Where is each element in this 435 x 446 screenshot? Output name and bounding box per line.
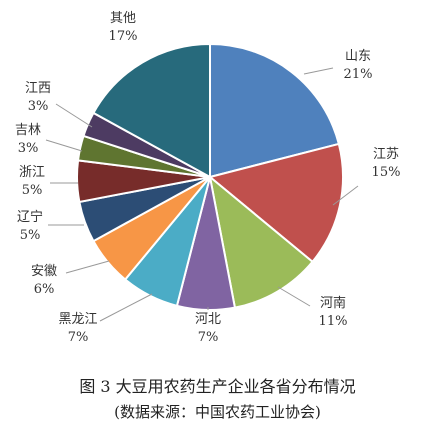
slice-label-2: 江苏 <box>373 146 399 162</box>
leader-line-9 <box>45 139 83 152</box>
slice-label-10: 江西 <box>25 81 51 96</box>
slice-percent-4: 7% <box>198 330 219 345</box>
slice-label-3: 河南 <box>320 295 346 311</box>
slice-label-4: 河北 <box>195 312 221 327</box>
slice-percent-5: 7% <box>68 330 89 345</box>
slice-label-5: 黑龙江 <box>58 312 97 327</box>
pie-slice-11 <box>92 42 211 179</box>
leader-line-10 <box>55 103 93 128</box>
pie-slice-2 <box>207 142 344 264</box>
leader-line-2 <box>332 185 359 206</box>
slice-label-8: 浙江 <box>19 165 45 180</box>
slice-label-1: 山东 <box>345 49 371 64</box>
slice-percent-9: 3% <box>18 141 39 156</box>
pie-chart: 山东 21% 江苏 15% 河南 11% 河北 7% 黑龙江 7% 安徽 6% 辽宁 5% 浙江 5% 吉林 3%… <box>15 11 401 345</box>
slice-percent-11: 17% <box>109 29 138 44</box>
slice-label-7: 辽宁 <box>17 209 43 225</box>
pie-slice-3 <box>208 174 314 309</box>
slice-percent-2: 15% <box>372 165 401 180</box>
slice-percent-6: 6% <box>34 282 55 297</box>
data-source-note: (数据来源：中国农药工业协会) <box>114 403 321 421</box>
slice-label-11: 其他 <box>110 11 136 26</box>
slice-percent-10: 3% <box>28 99 49 114</box>
slice-label-9: 吉林 <box>15 123 41 138</box>
slice-percent-7: 5% <box>20 228 41 243</box>
leader-line-5 <box>99 293 153 322</box>
leader-line-6 <box>65 260 110 274</box>
slice-percent-3: 11% <box>319 314 348 329</box>
leader-line-1 <box>303 67 334 75</box>
slice-percent-8: 5% <box>22 183 43 198</box>
leader-line-3 <box>277 286 311 307</box>
figure-caption: 图 3 大豆用农药生产企业各省分布情况 <box>79 377 356 396</box>
slice-percent-1: 21% <box>344 67 373 82</box>
slice-label-6: 安徽 <box>31 264 57 279</box>
pie-slice-1 <box>209 42 341 179</box>
